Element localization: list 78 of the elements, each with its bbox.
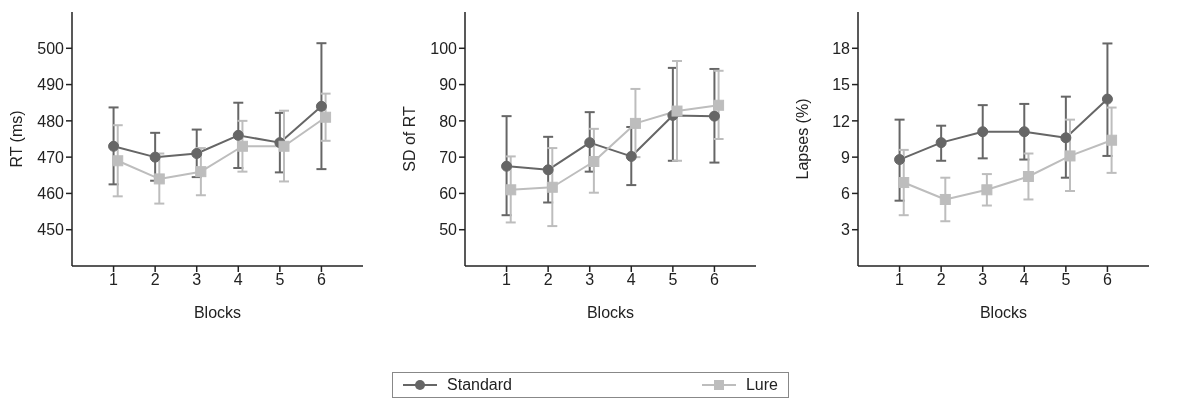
point [977, 126, 989, 138]
point [542, 164, 554, 176]
point [232, 129, 244, 141]
x-tick-label: 2 [543, 271, 553, 289]
y-tick-label: 470 [37, 148, 65, 166]
y-tick-label: 50 [439, 221, 458, 239]
point [195, 166, 207, 178]
point [505, 184, 517, 196]
point [939, 193, 951, 205]
y-axis-title: RT (ms) [7, 110, 25, 168]
x-axis-title: Blocks [586, 304, 635, 321]
point [1106, 134, 1118, 146]
x-tick-label: 5 [668, 271, 678, 289]
y-tick-label: 90 [439, 76, 458, 94]
point [584, 137, 596, 149]
x-axis-title: Blocks [193, 304, 242, 321]
y-axis-title: Lapses (%) [793, 98, 811, 180]
legend-label: Lure [745, 376, 778, 394]
point [315, 100, 327, 112]
point [108, 140, 120, 152]
point [1022, 171, 1034, 182]
y-tick-label: 70 [439, 148, 458, 166]
point [1060, 132, 1072, 144]
point [153, 173, 165, 185]
x-axis-title: Blocks [979, 304, 1028, 321]
point [588, 156, 600, 167]
point [191, 148, 203, 160]
x-tick-label: 4 [233, 271, 243, 289]
x-tick-label: 5 [275, 271, 285, 289]
point [935, 137, 947, 149]
x-tick-label: 6 [709, 271, 719, 289]
y-tick-label: 12 [832, 112, 851, 130]
x-tick-label: 3 [978, 271, 988, 289]
point [320, 111, 332, 123]
point [713, 99, 725, 111]
point [546, 181, 558, 193]
y-tick-label: 15 [832, 76, 851, 94]
y-tick-label: 500 [37, 39, 65, 57]
y-tick-label: 460 [37, 185, 65, 203]
point [149, 151, 161, 163]
point [278, 140, 290, 152]
point [708, 110, 720, 122]
y-tick-label: 6 [841, 185, 851, 203]
point [981, 184, 993, 196]
y-tick-label: 3 [841, 221, 851, 239]
point [671, 105, 683, 117]
point [625, 150, 637, 162]
y-tick-label: 450 [37, 221, 65, 239]
x-tick-label: 4 [626, 271, 636, 289]
legend-label: Standard [447, 376, 512, 394]
point [1064, 150, 1076, 162]
point [1018, 126, 1030, 138]
x-tick-label: 6 [1102, 271, 1112, 289]
x-tick-label: 1 [895, 271, 905, 289]
y-tick-label: 18 [832, 39, 851, 57]
x-tick-label: 1 [109, 271, 119, 289]
point [501, 160, 513, 172]
point [112, 155, 124, 167]
point [1101, 93, 1113, 105]
x-tick-label: 3 [585, 271, 595, 289]
x-tick-label: 3 [192, 271, 202, 289]
y-tick-label: 490 [37, 76, 65, 94]
x-tick-label: 5 [1061, 271, 1071, 289]
point [629, 117, 641, 129]
y-tick-label: 100 [430, 39, 458, 57]
y-tick-label: 480 [37, 112, 65, 130]
x-tick-label: 1 [502, 271, 512, 289]
y-tick-label: 60 [439, 185, 458, 203]
y-tick-label: 80 [439, 112, 458, 130]
point [236, 140, 248, 152]
point [894, 154, 906, 166]
y-axis-title: SD of RT [400, 106, 418, 172]
x-tick-label: 2 [936, 271, 946, 289]
x-tick-label: 4 [1019, 271, 1029, 289]
point [898, 177, 910, 189]
y-tick-label: 9 [841, 148, 851, 166]
x-tick-label: 6 [316, 271, 326, 289]
x-tick-label: 2 [150, 271, 160, 289]
